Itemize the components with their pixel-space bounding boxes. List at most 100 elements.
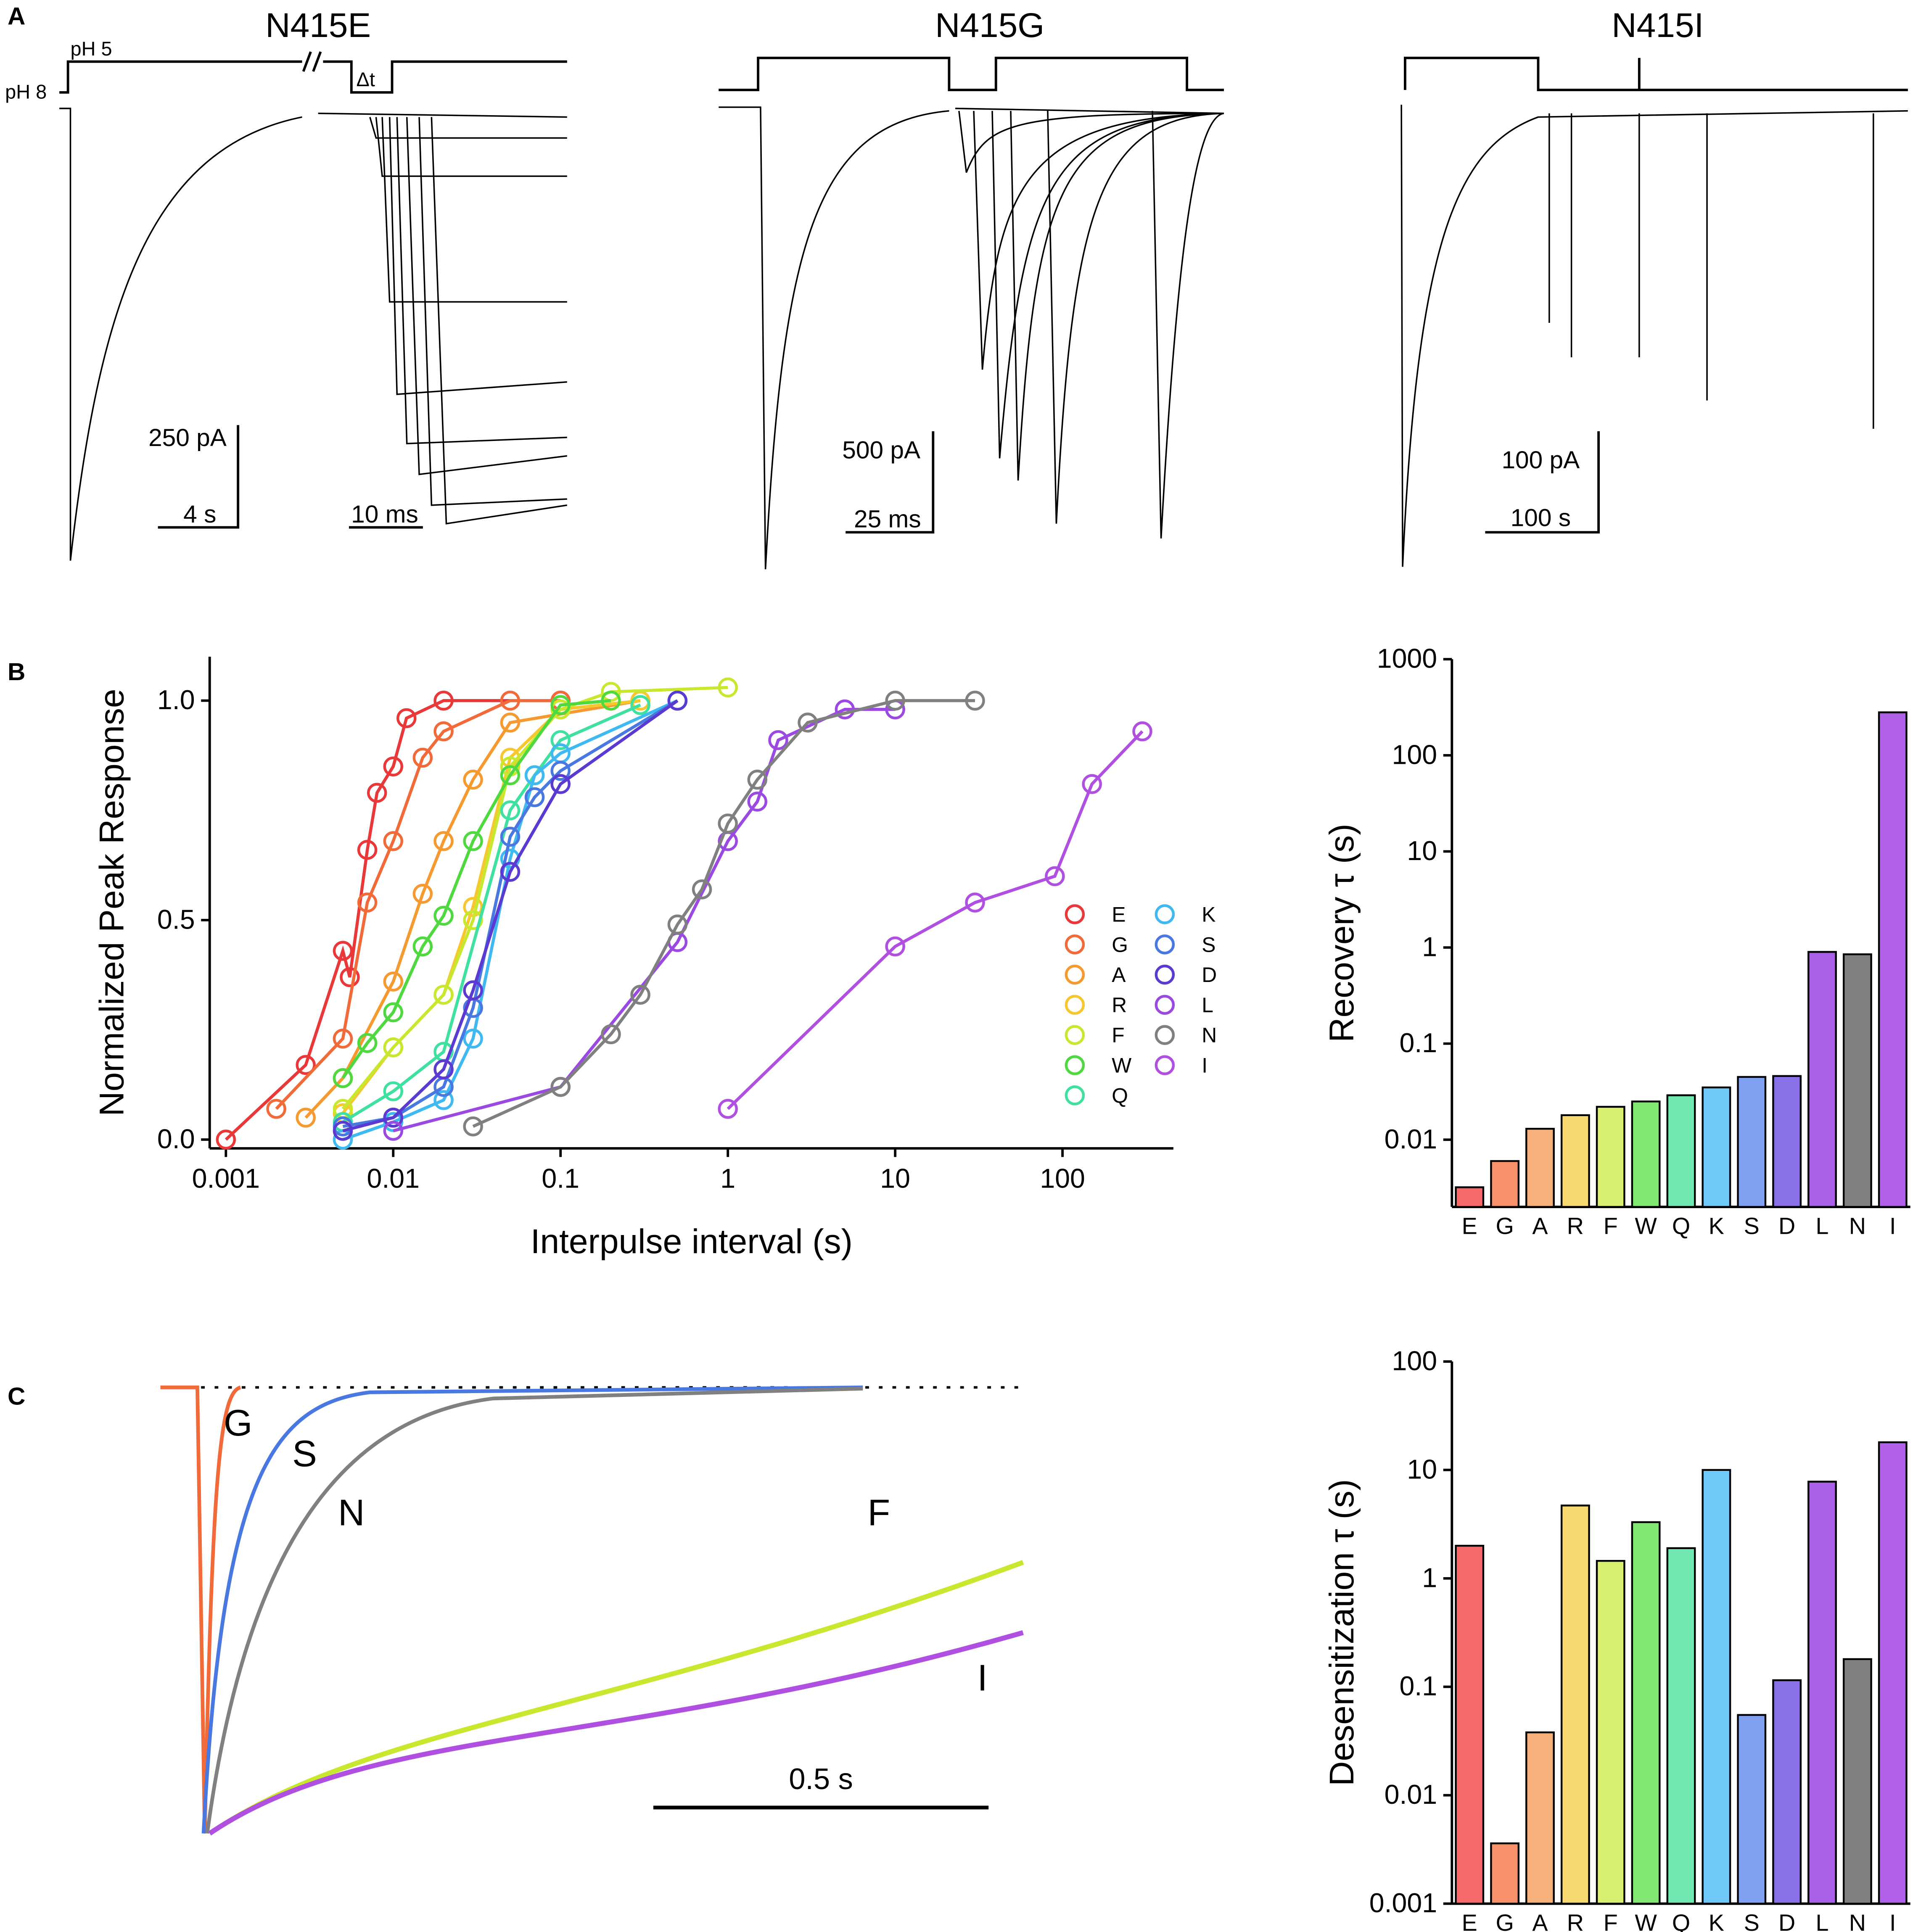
- x-tick-label: F: [1604, 1213, 1618, 1239]
- x-tick-label: G: [1496, 1213, 1514, 1239]
- trace: [208, 1630, 1024, 1836]
- data-point: [463, 980, 483, 1000]
- bar: [1737, 1714, 1767, 1905]
- legend-label: E: [1112, 903, 1126, 926]
- legend-marker: [1065, 1055, 1085, 1075]
- bar: [1525, 1731, 1555, 1905]
- bar: [1596, 1106, 1625, 1208]
- data-point: [1132, 721, 1152, 742]
- legend-label: R: [1112, 993, 1127, 1017]
- legend-marker: [1155, 1025, 1175, 1045]
- data-point: [835, 699, 855, 720]
- legend-label: N: [1202, 1024, 1217, 1047]
- data-point: [463, 1116, 483, 1137]
- y-axis-label: Desensitization τ (s): [1323, 1479, 1361, 1786]
- data-point: [601, 1024, 621, 1045]
- x-axis-label: Interpulse interval (s): [531, 1222, 853, 1261]
- legend-marker: [1065, 1025, 1085, 1045]
- data-point: [463, 910, 483, 930]
- bar: [1490, 1842, 1520, 1905]
- scale-bar: [1485, 431, 1600, 534]
- y-tick-label: 0.1: [1400, 1671, 1437, 1701]
- trace-title: N415G: [935, 6, 1044, 45]
- y-tick-label: 10: [1407, 1454, 1437, 1484]
- x-tick-label: A: [1532, 1213, 1548, 1239]
- legend-label: W: [1112, 1054, 1131, 1077]
- data-point: [463, 831, 483, 851]
- trace: [201, 1386, 863, 1834]
- x-tick-label: K: [1709, 1213, 1724, 1239]
- data-point: [500, 690, 521, 711]
- data-point: [333, 1068, 353, 1088]
- data-point: [367, 783, 387, 803]
- data-point: [433, 831, 454, 851]
- y-tick-label: 1.0: [157, 685, 195, 715]
- x-tick-label: R: [1567, 1213, 1584, 1239]
- data-point: [524, 787, 545, 808]
- data-point: [383, 971, 404, 992]
- x-tick-label: F: [1604, 1910, 1618, 1932]
- data-point: [768, 730, 788, 750]
- data-point: [383, 1107, 404, 1128]
- data-point: [383, 1002, 404, 1022]
- data-point: [1082, 774, 1102, 794]
- scale-label: 25 ms: [854, 506, 921, 533]
- trace: [59, 108, 302, 561]
- x-tick-label: 0.01: [367, 1164, 420, 1194]
- data-point: [885, 690, 905, 711]
- x-tick-label: L: [1816, 1213, 1829, 1239]
- bar: [1807, 951, 1837, 1208]
- y-tick-label: 0.5: [157, 904, 195, 934]
- bar: [1737, 1076, 1767, 1208]
- x-tick-label: 1: [720, 1164, 735, 1194]
- x-tick-label: W: [1635, 1910, 1657, 1932]
- data-point: [433, 1059, 454, 1079]
- scale-label: 100 pA: [1501, 446, 1580, 474]
- bar: [1702, 1086, 1731, 1208]
- data-point: [357, 1033, 378, 1053]
- bar: [1631, 1521, 1661, 1905]
- x-tick-label: E: [1462, 1213, 1477, 1239]
- trace: [318, 112, 568, 525]
- data-point: [357, 892, 378, 913]
- y-axis-label: Recovery τ (s): [1323, 823, 1361, 1042]
- legend-label: F: [1112, 1024, 1124, 1047]
- x-tick-label: S: [1744, 1910, 1760, 1932]
- trace: [955, 108, 1224, 538]
- x-tick-label: 100: [1040, 1164, 1085, 1194]
- y-tick-label: 1: [1422, 932, 1437, 962]
- data-point: [333, 1130, 353, 1150]
- data-point: [216, 1130, 236, 1150]
- data-point: [667, 690, 688, 711]
- data-point: [500, 826, 521, 847]
- bar: [1878, 711, 1908, 1208]
- legend-marker: [1065, 964, 1085, 985]
- x-tick-label: Q: [1672, 1910, 1690, 1932]
- data-point: [340, 967, 360, 987]
- y-tick-label: 10: [1407, 836, 1437, 866]
- bar: [1455, 1544, 1485, 1905]
- data-point: [500, 765, 521, 785]
- scale-label: 10 ms: [351, 501, 418, 528]
- data-point: [433, 1090, 454, 1110]
- data-point: [965, 690, 985, 711]
- legend-label: G: [1112, 933, 1128, 956]
- data-point: [718, 1099, 738, 1119]
- legend-label: A: [1112, 963, 1126, 987]
- stimulus: [719, 56, 1224, 91]
- data-point: [383, 1081, 404, 1101]
- bar: [1807, 1481, 1837, 1905]
- fit-line: [342, 703, 641, 1124]
- x-tick-label: 0.1: [542, 1164, 579, 1194]
- stim-label: pH 8: [5, 81, 47, 103]
- data-point: [433, 905, 454, 926]
- data-point: [463, 769, 483, 790]
- data-point: [296, 1055, 316, 1075]
- x-tick-label: N: [1849, 1910, 1866, 1932]
- y-tick-label: 0.01: [1385, 1124, 1437, 1154]
- data-point: [798, 713, 818, 733]
- panel-label: C: [8, 1383, 25, 1410]
- x-tick-label: L: [1816, 1910, 1829, 1932]
- legend-marker: [1155, 904, 1175, 924]
- bar: [1525, 1127, 1555, 1208]
